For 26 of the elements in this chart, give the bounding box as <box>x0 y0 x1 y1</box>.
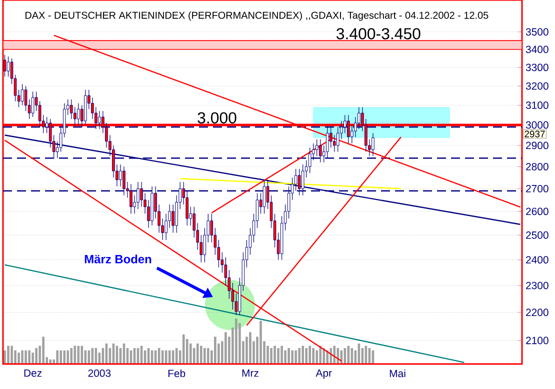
y-tick-label: 2100 <box>526 336 548 344</box>
band-label: 3.400-3.450 <box>336 28 420 40</box>
x-tick-label: Dez <box>24 369 42 377</box>
annotation: März Boden <box>84 254 152 264</box>
x-tick-label: Feb <box>168 369 186 378</box>
text: DAX - DEUTSCHER AKTIENINDEX (PERFORMANCEINDEX) ,,GDAXI, Tageschart - 04.12.2002 - 12.05 <box>26 11 488 21</box>
y-tick-label: 2200 <box>526 308 548 316</box>
y-tick-label: 2500 <box>526 231 548 239</box>
y-tick-label: 3200 <box>526 82 548 90</box>
text: 2937 <box>524 130 545 138</box>
y-tick-label: 2800 <box>526 162 548 170</box>
x-tick-label: Apr <box>316 369 332 379</box>
y-tick-label: 3500 <box>526 28 548 36</box>
y-tick-label: 3400 <box>526 46 548 54</box>
y-tick-label: 2300 <box>526 282 548 290</box>
x-tick-label: 2003 <box>88 369 111 377</box>
y-tick-label: 2400 <box>526 256 548 264</box>
x-tick-label: Mrz <box>242 369 258 377</box>
y-tick-label: 2900 <box>526 142 548 150</box>
y-tick-label: 3300 <box>526 64 548 72</box>
annotation: 3.000 <box>198 112 236 124</box>
y-tick-label: 2600 <box>526 208 548 216</box>
x-tick-label: Mai <box>390 369 406 378</box>
y-tick-label: 3100 <box>526 102 548 109</box>
y-tick-label: 3000 <box>526 121 548 129</box>
y-tick-label: 2700 <box>526 184 548 192</box>
